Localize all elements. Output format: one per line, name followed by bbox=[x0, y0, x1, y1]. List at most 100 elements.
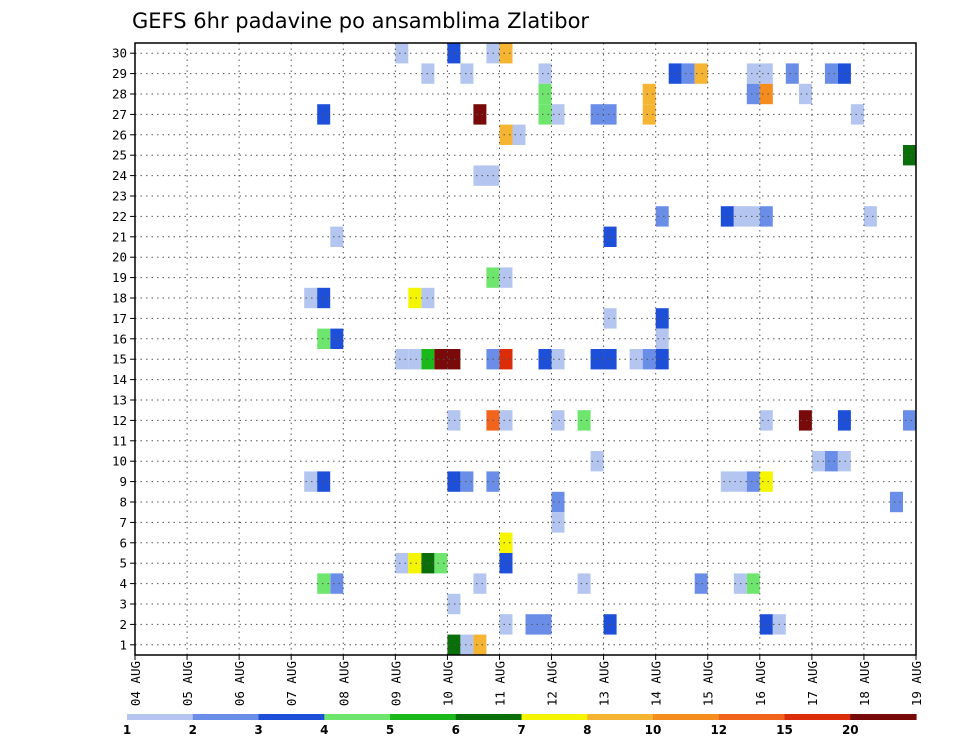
legend-label: 20 bbox=[842, 723, 859, 737]
y-tick-label: 29 bbox=[112, 66, 127, 81]
precip-cell bbox=[694, 63, 708, 84]
precip-cell bbox=[551, 349, 565, 370]
legend-label: 15 bbox=[776, 723, 793, 737]
precip-cell bbox=[655, 308, 669, 329]
precip-cell bbox=[551, 491, 565, 513]
precip-cell bbox=[408, 287, 422, 309]
precip-cell bbox=[317, 573, 331, 594]
y-tick-label: 10 bbox=[112, 454, 127, 469]
precip-cell bbox=[330, 328, 344, 349]
y-tick-label: 2 bbox=[119, 617, 127, 632]
legend-swatch bbox=[718, 714, 786, 720]
precip-cell bbox=[330, 573, 344, 594]
precip-cell bbox=[447, 410, 461, 431]
y-tick-label: 22 bbox=[112, 209, 127, 224]
x-tick-label: 05 AUG bbox=[180, 661, 195, 706]
y-tick-label: 21 bbox=[112, 229, 127, 244]
legend-swatch bbox=[390, 714, 457, 720]
y-tick-label: 27 bbox=[112, 107, 127, 122]
y-tick-label: 7 bbox=[119, 515, 127, 530]
precip-cell bbox=[473, 165, 500, 186]
legend-label: 4 bbox=[320, 723, 328, 737]
y-tick-label: 14 bbox=[112, 372, 127, 387]
precip-cell bbox=[759, 63, 773, 84]
legend-label: 7 bbox=[517, 723, 525, 737]
legend-label: 6 bbox=[452, 723, 460, 737]
legend-label: 10 bbox=[645, 723, 662, 737]
precip-cell bbox=[694, 573, 708, 594]
precip-cell bbox=[473, 634, 487, 655]
x-tick-label: 19 AUG bbox=[909, 661, 924, 706]
precip-cell bbox=[551, 512, 565, 533]
precip-cell bbox=[434, 553, 448, 574]
legend-swatch bbox=[587, 714, 654, 720]
plot-frame bbox=[134, 42, 917, 656]
precip-cell bbox=[642, 104, 656, 125]
x-tick-label: 04 AUG bbox=[128, 661, 143, 706]
precip-cell bbox=[746, 573, 760, 594]
precip-cell bbox=[447, 471, 461, 492]
precip-cell bbox=[551, 410, 565, 431]
precip-cell bbox=[837, 410, 851, 431]
precip-cell bbox=[434, 349, 461, 370]
y-tick-label: 15 bbox=[112, 352, 127, 367]
precip-cell bbox=[603, 104, 617, 125]
precip-cell bbox=[759, 471, 773, 492]
precip-cell bbox=[655, 206, 669, 227]
x-tick-label: 07 AUG bbox=[284, 661, 299, 706]
legend-label: 8 bbox=[583, 723, 591, 737]
y-tick-label: 26 bbox=[112, 127, 127, 142]
legend-label: 3 bbox=[254, 723, 262, 737]
precip-cell bbox=[655, 328, 669, 349]
legend-swatch bbox=[455, 714, 523, 720]
precip-cell bbox=[499, 553, 513, 574]
legend-swatch bbox=[850, 714, 917, 720]
precip-cell bbox=[304, 471, 318, 492]
precip-cell bbox=[395, 349, 409, 370]
precip-cell bbox=[499, 349, 513, 370]
precip-cell bbox=[798, 83, 812, 105]
x-tick-label: 11 AUG bbox=[492, 661, 507, 706]
precip-cell bbox=[577, 573, 591, 594]
precip-cell bbox=[304, 287, 318, 309]
precip-cell bbox=[499, 124, 513, 145]
x-tick-label: 18 AUG bbox=[857, 661, 872, 706]
precip-cell bbox=[850, 104, 864, 125]
precip-cell bbox=[473, 104, 487, 125]
precip-cell bbox=[499, 43, 513, 64]
y-tick-label: 8 bbox=[119, 495, 127, 510]
precip-cell bbox=[317, 328, 331, 349]
y-tick-label: 18 bbox=[112, 291, 127, 306]
precip-cell bbox=[903, 410, 916, 431]
precip-cell bbox=[317, 471, 331, 492]
legend-swatch bbox=[192, 714, 260, 720]
y-tick-label: 16 bbox=[112, 331, 127, 346]
x-tick-label: 14 AUG bbox=[649, 661, 664, 706]
y-tick-label: 28 bbox=[112, 87, 127, 102]
precip-cell bbox=[824, 63, 838, 84]
grid-layer bbox=[135, 43, 916, 655]
precip-cell bbox=[603, 226, 617, 247]
precip-cell bbox=[408, 349, 422, 370]
y-tick-label: 11 bbox=[112, 433, 127, 448]
x-tick-label: 06 AUG bbox=[232, 661, 247, 706]
precip-cell bbox=[538, 349, 552, 370]
precip-cell bbox=[746, 63, 760, 84]
precip-cell bbox=[499, 410, 513, 431]
x-tick-label: 15 AUG bbox=[701, 661, 716, 706]
precip-cell bbox=[460, 63, 474, 84]
x-tick-label: 08 AUG bbox=[336, 661, 351, 706]
precip-cell bbox=[759, 206, 773, 227]
legend-swatch bbox=[521, 714, 588, 720]
legend-swatch bbox=[784, 714, 851, 720]
x-tick-label: 17 AUG bbox=[805, 661, 820, 706]
y-tick-label: 23 bbox=[112, 189, 127, 204]
precip-cell bbox=[538, 63, 552, 84]
precip-cell bbox=[863, 206, 877, 227]
y-tick-label: 4 bbox=[119, 576, 127, 591]
precip-cell bbox=[577, 410, 591, 431]
cells-layer bbox=[304, 43, 916, 655]
precip-cell bbox=[603, 614, 617, 635]
x-tick-label: 09 AUG bbox=[388, 661, 403, 706]
precip-cell bbox=[837, 63, 851, 84]
